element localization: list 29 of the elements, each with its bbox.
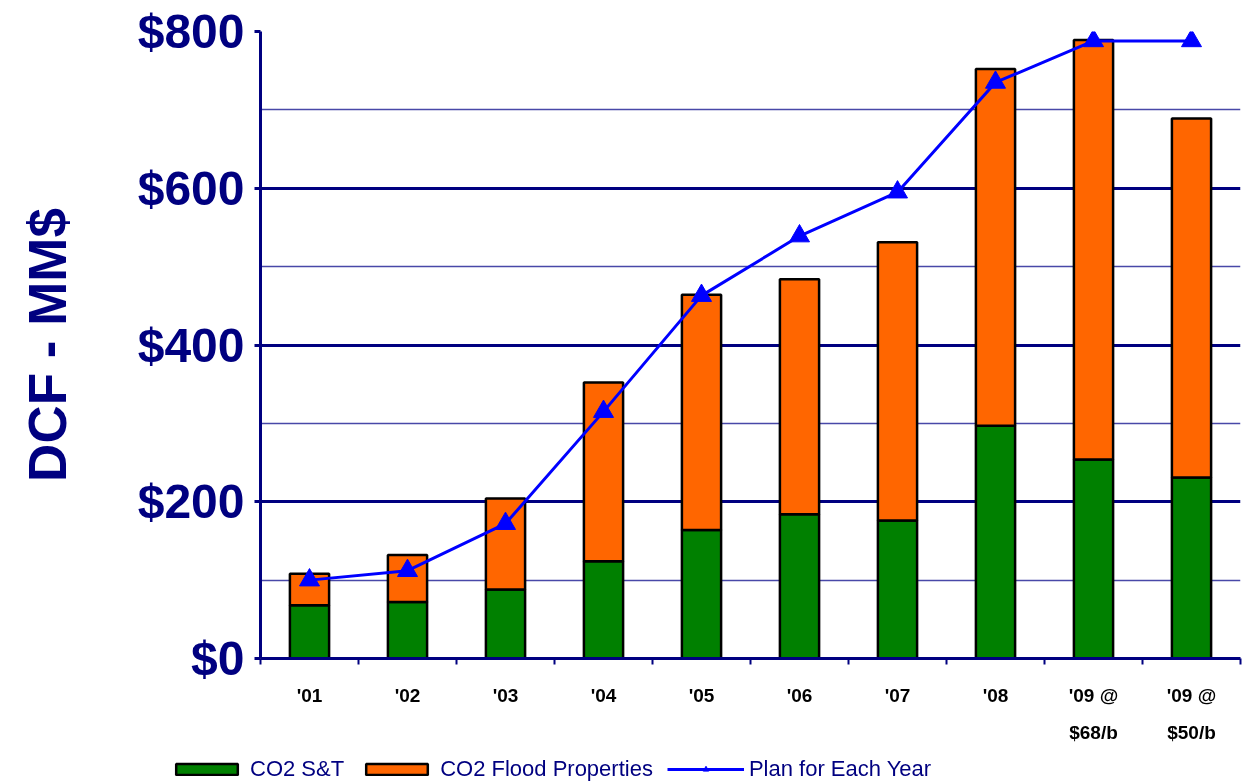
point [495, 511, 516, 530]
point [887, 180, 908, 199]
x-tick-label: '08 [982, 684, 1009, 706]
point [691, 283, 712, 302]
x-tick-label: '06 [786, 684, 813, 706]
point [397, 558, 418, 577]
point [789, 224, 810, 243]
legend-label: CO2 S&T [250, 756, 345, 782]
y-tick-label: $600 [137, 161, 245, 215]
legend-label: Plan for Each Year [748, 756, 932, 782]
x-tick-label: '07 [884, 684, 911, 706]
y-tick-label: $200 [137, 475, 245, 529]
point [299, 568, 320, 587]
y-tick-label: $800 [137, 5, 245, 58]
point [1181, 31, 1202, 48]
y-tick-label: $400 [137, 318, 245, 372]
x-tick-label: '03 [492, 684, 519, 706]
legend-label: CO2 Flood Properties [440, 756, 653, 782]
point [985, 70, 1006, 89]
y-axis-title: DCF - MM$ [17, 208, 77, 482]
x-tick-label: '02 [394, 684, 421, 706]
x-tick-label: '09 @ $50/b [1166, 684, 1217, 744]
x-tick-label: '05 [688, 684, 715, 706]
point [593, 399, 614, 418]
x-tick-label: '04 [590, 684, 617, 706]
x-tick-label: '01 [296, 684, 323, 706]
y-tick-label: $0 [191, 632, 245, 685]
point [1083, 31, 1104, 48]
x-tick-label: '09 @ $68/b [1068, 684, 1119, 744]
